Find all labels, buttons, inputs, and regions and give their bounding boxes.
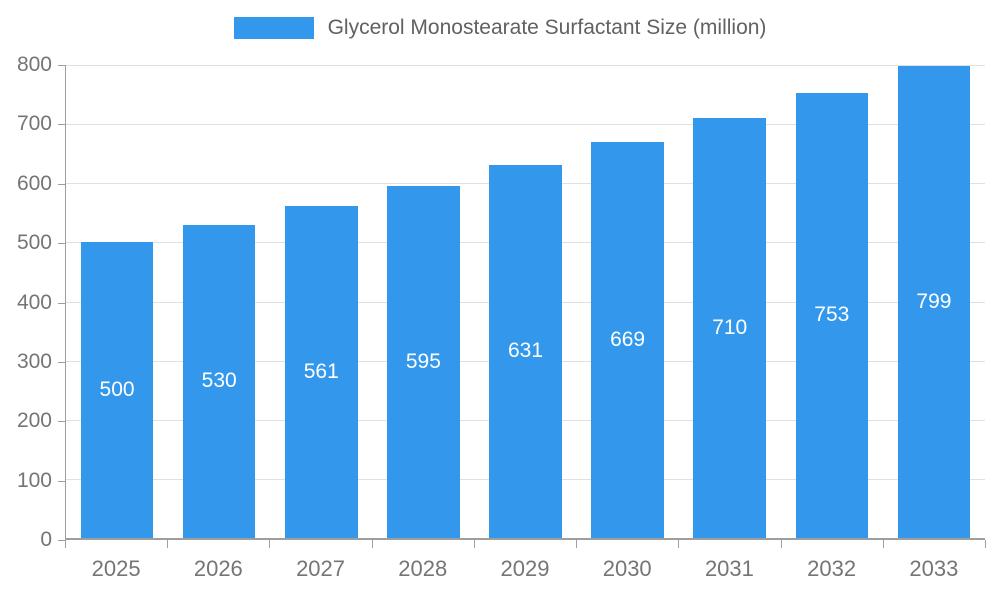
y-axis-tick-label: 600 (16, 171, 52, 195)
bar-value-label: 530 (201, 369, 237, 393)
bar-band: 753 (781, 65, 883, 538)
bar-2033: 799 (897, 65, 971, 538)
x-axis-tick-label: 2028 (398, 556, 448, 581)
legend: Glycerol Monostearate Surfactant Size (m… (0, 16, 1000, 40)
bar-2032: 753 (795, 92, 869, 538)
bar-band: 500 (66, 65, 168, 538)
x-axis-tick-label: 2026 (193, 556, 243, 581)
bar-band: 530 (168, 65, 270, 538)
bar-band: 710 (679, 65, 781, 538)
x-axis-tick (780, 540, 782, 548)
bar-value-label: 631 (507, 339, 544, 363)
bar-2028: 595 (387, 186, 460, 538)
bar-2031: 710 (693, 118, 766, 538)
bar-value-label: 710 (712, 316, 748, 340)
y-axis-tick (58, 302, 65, 304)
bar-2030: 669 (591, 142, 664, 538)
x-axis-tick-label: 2029 (500, 556, 550, 581)
y-axis-tick-label: 200 (16, 409, 52, 433)
x-axis-tick-label: 2031 (704, 556, 754, 581)
y-axis-tick-label: 0 (40, 528, 52, 551)
bar-value-label: 669 (610, 328, 646, 352)
bar-band: 595 (372, 65, 474, 538)
y-axis-tick (58, 65, 65, 66)
bar-value-label: 595 (405, 350, 441, 374)
x-axis-tick-label: 2033 (909, 556, 959, 581)
x-axis-tick (371, 540, 373, 548)
y-axis-tick (58, 361, 65, 363)
x-axis-tick-label: 2025 (91, 556, 141, 581)
y-axis-tick-label: 100 (16, 468, 52, 492)
y-axis-tick-label: 500 (16, 231, 52, 255)
bar-2029: 631 (489, 164, 562, 538)
y-axis-labels: 0 100 200 300 400 500 600 700 800 (0, 53, 52, 551)
bar-band: 799 (883, 65, 985, 538)
bar-value-label: 561 (303, 360, 339, 384)
bars: 500 530 561 595 631 669 710 753 799 (66, 65, 985, 538)
plot-area: 500 530 561 595 631 669 710 753 799 (65, 65, 985, 540)
x-axis-tick (576, 540, 578, 548)
x-axis-tick (473, 540, 475, 548)
x-axis-tick (167, 540, 169, 548)
gridline (66, 124, 985, 126)
x-axis-tick-label: 2027 (296, 556, 346, 581)
bar-band: 669 (577, 65, 679, 538)
bar-2027: 561 (285, 206, 358, 538)
y-axis-tick (58, 124, 65, 126)
y-axis-tick-label: 800 (16, 53, 52, 76)
legend-swatch (233, 17, 314, 39)
bar-band: 631 (474, 65, 576, 538)
x-axis-tick (882, 540, 884, 548)
x-axis-ticks (65, 540, 986, 548)
y-axis-tick-label: 700 (16, 112, 52, 136)
x-axis-tick (985, 540, 986, 548)
x-axis-tick-label: 2032 (807, 556, 857, 581)
x-axis-labels: 2025 2026 2027 2028 2029 2030 2031 2032 2033 (65, 556, 985, 582)
x-axis-tick (678, 540, 680, 548)
y-axis-tick-label: 300 (16, 349, 52, 373)
x-axis-tick-label: 2030 (602, 556, 652, 581)
y-axis-tick (58, 421, 65, 423)
x-axis-tick (65, 540, 66, 548)
bar-value-label: 500 (99, 378, 135, 402)
x-axis-tick (269, 540, 271, 548)
bar-2026: 530 (182, 224, 256, 538)
y-axis-ticks (58, 65, 65, 541)
y-axis-tick-label: 400 (16, 290, 52, 314)
legend-label: Glycerol Monostearate Surfactant Size (m… (327, 16, 767, 39)
y-axis-tick (58, 243, 65, 245)
bar-value-label: 799 (916, 289, 952, 313)
bar-band: 561 (270, 65, 372, 538)
bar-2025: 500 (80, 242, 154, 538)
gridline (66, 65, 985, 66)
y-axis-tick (58, 540, 65, 541)
y-axis-tick (58, 183, 65, 185)
y-axis-tick (58, 480, 65, 482)
bar-value-label: 753 (814, 303, 850, 327)
